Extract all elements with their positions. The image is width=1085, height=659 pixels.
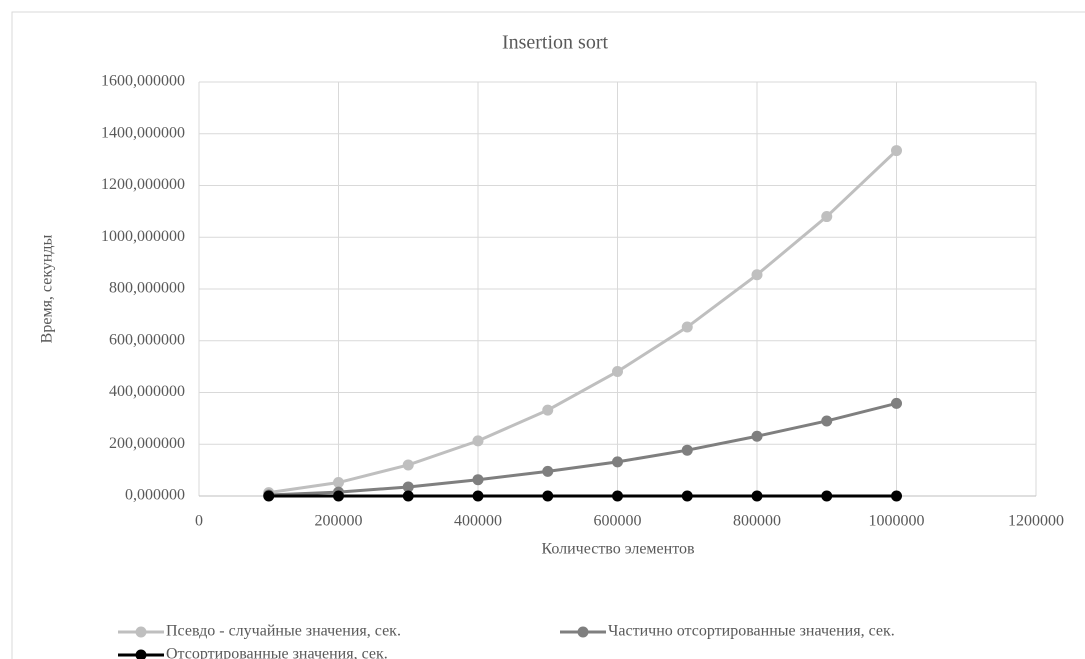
- y-axis-label: Время, секунды: [39, 234, 56, 343]
- data-point: [751, 490, 763, 502]
- data-point: [333, 477, 344, 489]
- data-point: [542, 465, 554, 477]
- data-point: [821, 211, 833, 223]
- x-tick-label: 600000: [594, 513, 642, 530]
- data-point: [542, 404, 554, 416]
- series-line: [268, 401, 897, 497]
- y-tick-label: 1600,000000: [101, 73, 185, 90]
- chart-border: [11, 11, 1085, 659]
- data-point: [472, 474, 484, 486]
- data-point: [751, 430, 763, 442]
- y-tick-label: 200,000000: [109, 435, 185, 452]
- data-point: [402, 490, 414, 502]
- series-line: [268, 149, 898, 495]
- data-point: [891, 145, 902, 157]
- x-tick-label: 0: [195, 513, 203, 530]
- legend-label: Отсортированные значения, сек.: [166, 646, 388, 659]
- data-point: [612, 456, 623, 468]
- y-tick-label: 1200,000000: [101, 176, 185, 193]
- data-point: [681, 444, 693, 456]
- data-point: [681, 490, 693, 502]
- x-tick-label: 1200000: [1008, 513, 1064, 530]
- chart-title: Insertion sort: [502, 32, 609, 54]
- data-point: [472, 490, 484, 502]
- legend-marker: [135, 649, 147, 659]
- data-point: [751, 269, 763, 281]
- y-tick-label: 600,000000: [109, 331, 185, 348]
- x-tick-label: 800000: [733, 513, 781, 530]
- data-point: [681, 321, 693, 333]
- legend-label: Частично отсортированные значения, сек.: [608, 623, 895, 640]
- data-point: [612, 366, 623, 378]
- x-tick-label: 1000000: [869, 513, 925, 530]
- legend-marker: [577, 626, 589, 638]
- x-tick-label: 400000: [454, 513, 502, 530]
- data-point: [472, 435, 484, 447]
- data-point: [612, 490, 623, 502]
- data-point: [402, 459, 414, 471]
- data-point: [891, 490, 902, 502]
- y-tick-label: 400,000000: [109, 383, 185, 400]
- data-point: [333, 490, 344, 502]
- x-axis-label: Количество элементов: [541, 541, 695, 558]
- legend-label: Псевдо - случайные значения, сек.: [166, 623, 401, 640]
- x-tick-label: 200000: [315, 513, 363, 530]
- data-point: [402, 481, 414, 493]
- data-point: [821, 415, 833, 427]
- data-point: [263, 490, 275, 502]
- data-point: [542, 490, 554, 502]
- data-point: [891, 397, 902, 409]
- legend-marker: [135, 626, 147, 638]
- y-tick-label: 800,000000: [109, 280, 185, 297]
- data-point: [821, 490, 833, 502]
- y-tick-label: 1000,000000: [101, 228, 185, 245]
- y-tick-label: 1400,000000: [101, 124, 185, 141]
- y-tick-label: 0,000000: [125, 487, 185, 504]
